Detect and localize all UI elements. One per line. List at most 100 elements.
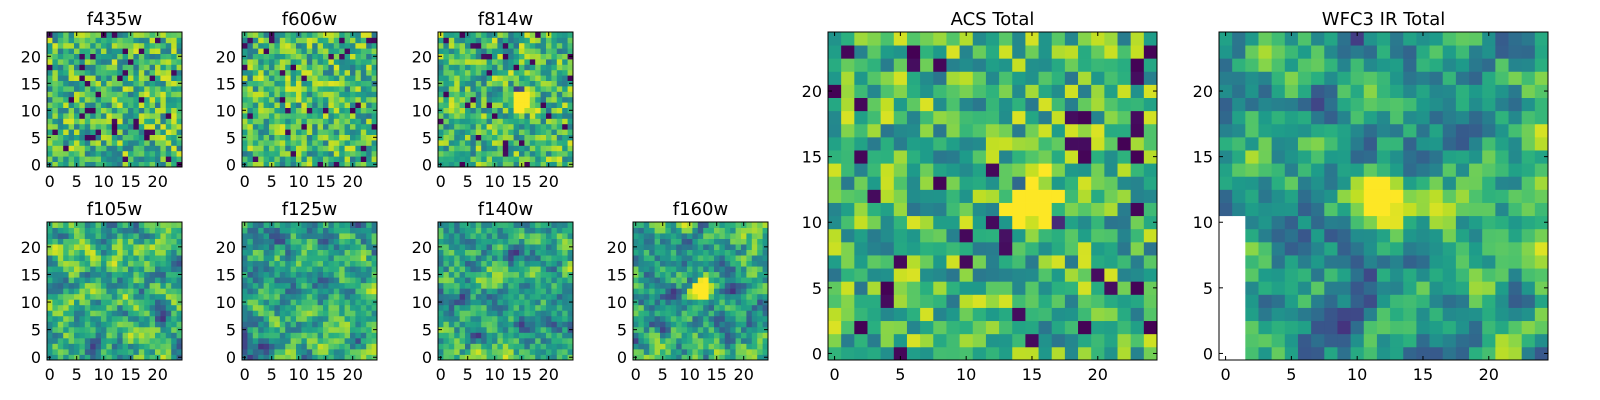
heatmap-cell — [643, 266, 650, 273]
heatmap-cell — [475, 288, 482, 295]
heatmap-cell — [546, 75, 552, 81]
heatmap-cell — [692, 299, 699, 306]
heatmap-cell — [1025, 150, 1039, 164]
heatmap-cell — [323, 310, 329, 317]
heatmap-cell — [719, 282, 726, 289]
heatmap-cell — [149, 123, 156, 130]
heatmap-cell — [551, 337, 558, 344]
heatmap-cell — [524, 222, 531, 228]
heatmap-cell — [454, 156, 460, 162]
heatmap-cell — [486, 123, 493, 130]
heatmap-cell — [63, 260, 69, 267]
heatmap-cell — [448, 107, 455, 114]
heatmap-cell — [84, 227, 91, 234]
heatmap-cell — [155, 156, 161, 162]
heatmap-cell — [556, 299, 563, 306]
heatmap-cell — [551, 140, 558, 146]
heatmap-cell — [751, 282, 758, 289]
heatmap-cell — [454, 102, 460, 108]
heatmap-cell — [551, 161, 558, 168]
heatmap-cell — [703, 282, 709, 289]
heatmap-cell — [1064, 241, 1079, 256]
heatmap-cell — [535, 150, 541, 157]
heatmap-cell — [323, 86, 329, 92]
heatmap-cell — [465, 310, 471, 317]
heatmap-cell — [317, 134, 324, 141]
heatmap-cell — [519, 53, 525, 60]
heatmap-cell — [79, 354, 86, 361]
heatmap-cell — [117, 42, 123, 49]
heatmap-cell — [1091, 320, 1105, 335]
heatmap-cell — [366, 343, 372, 350]
heatmap-cell — [84, 145, 91, 152]
heatmap-cell — [106, 107, 113, 114]
heatmap-cell — [470, 282, 477, 289]
heatmap-cell — [317, 32, 324, 38]
heatmap-cell — [117, 299, 123, 306]
heatmap-cell — [47, 288, 53, 295]
heatmap-cell — [84, 150, 91, 157]
heatmap-cell — [106, 134, 113, 141]
heatmap-cell — [323, 315, 329, 322]
heatmap-cell — [149, 134, 156, 141]
heatmap-cell — [144, 249, 150, 256]
heatmap-cell — [660, 233, 666, 239]
heatmap-cell — [57, 354, 64, 361]
heatmap-cell — [757, 332, 763, 339]
heatmap-cell — [285, 75, 291, 81]
heatmap-cell — [643, 310, 650, 317]
heatmap-cell — [296, 64, 302, 71]
heatmap-cell — [350, 249, 356, 256]
heatmap-cell — [328, 113, 335, 119]
heatmap-cell — [972, 320, 987, 335]
heatmap-cell — [84, 32, 91, 38]
heatmap-cell — [52, 249, 59, 256]
heatmap-cell — [687, 266, 693, 273]
heatmap-cell — [757, 260, 763, 267]
heatmap-cell — [497, 299, 504, 306]
heatmap-cell — [149, 321, 156, 328]
heatmap-cell — [470, 123, 477, 130]
heatmap-cell — [95, 80, 102, 87]
heatmap-cell — [567, 255, 574, 262]
heatmap-cell — [508, 145, 514, 152]
heatmap-cell — [828, 333, 842, 348]
heatmap-cell — [247, 233, 254, 239]
heatmap-cell — [366, 86, 372, 92]
heatmap-cell — [74, 80, 80, 87]
heatmap-cell — [540, 113, 547, 119]
heatmap-cell — [751, 222, 758, 228]
heatmap-cell — [117, 343, 123, 350]
heatmap-cell — [317, 233, 324, 239]
heatmap-cell — [366, 53, 372, 60]
heatmap-cell — [438, 304, 444, 311]
heatmap-cell — [660, 348, 666, 355]
heatmap-cell — [546, 42, 552, 49]
heatmap-cell — [524, 118, 531, 125]
heatmap-cell — [339, 293, 345, 300]
heatmap-cell — [687, 288, 693, 295]
heatmap-cell — [133, 343, 140, 350]
heatmap-cell — [274, 271, 281, 278]
heatmap-cell — [165, 238, 172, 245]
heatmap-cell — [828, 202, 842, 217]
heatmap-cell — [63, 107, 69, 114]
heatmap-cell — [106, 222, 113, 228]
heatmap-cell — [508, 266, 514, 273]
heatmap-cell — [535, 337, 541, 344]
heatmap-cell — [52, 59, 59, 65]
heatmap-cell — [867, 255, 882, 269]
heatmap-cell — [68, 222, 75, 228]
heatmap-cell — [438, 59, 444, 65]
heatmap-cell — [133, 134, 140, 141]
heatmap-cell — [371, 129, 378, 135]
heatmap-cell — [274, 260, 281, 267]
heatmap-cell — [339, 222, 345, 228]
heatmap-cell — [57, 102, 64, 108]
heatmap-cell — [274, 310, 281, 317]
heatmap-cell — [355, 227, 362, 234]
heatmap-cell — [344, 102, 351, 108]
heatmap-cell — [128, 255, 134, 262]
heatmap-cell — [714, 315, 720, 322]
heatmap-cell — [567, 293, 574, 300]
